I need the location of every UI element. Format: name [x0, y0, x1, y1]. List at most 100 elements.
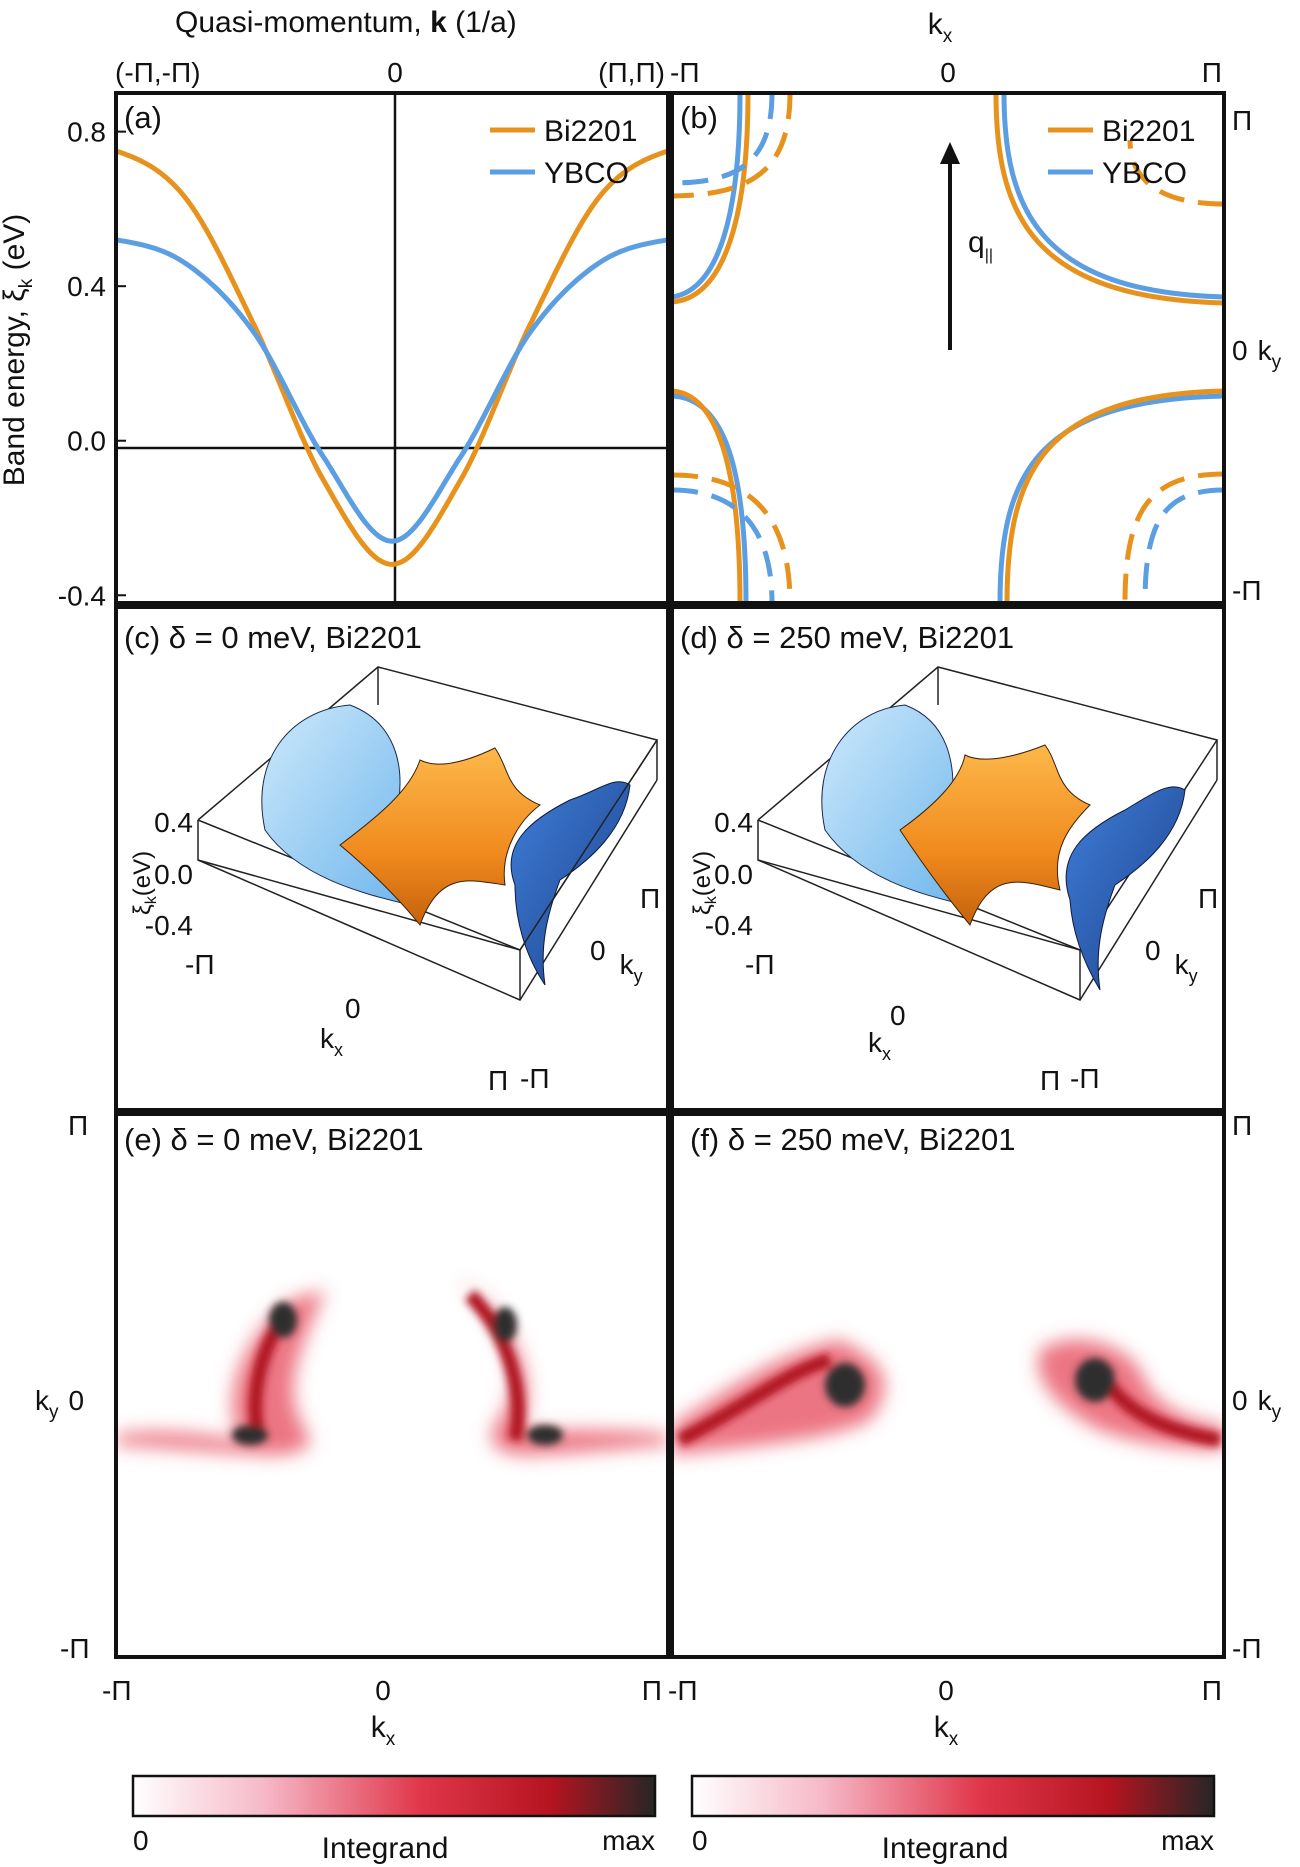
z-tick-c-0: 0.4	[154, 807, 193, 838]
kx-label-d: kx	[868, 1027, 891, 1064]
fs-bi-corner-tr	[1127, 139, 1224, 207]
band-curves-a	[116, 148, 668, 567]
colorbar-left: 0 Integrand max	[131, 1774, 657, 1865]
fs-bi-corner-br	[1122, 471, 1224, 603]
q-arrow-head	[940, 142, 960, 164]
z-tick-c-1: 0.0	[154, 859, 193, 890]
top-axis-title: Quasi-momentum, k (1/a)	[175, 6, 517, 39]
fs-bi-tl	[672, 93, 751, 305]
right-tick-b-minus-pi: -Π	[1232, 575, 1262, 606]
integrand-map-e	[116, 1280, 668, 1455]
top-tick-b-right: Π	[1202, 57, 1222, 88]
right-tick-f-zero: 0 ky	[1232, 1385, 1282, 1423]
z-label-d: ξk(eV)	[689, 851, 720, 915]
bottom-tick-e-right: Π	[642, 1675, 662, 1706]
right-tick-f-pi: Π	[1232, 1110, 1252, 1141]
surface-dark-blue-c	[510, 781, 631, 986]
colorbar-right: 0 Integrand max	[690, 1774, 1216, 1865]
panel-f: (f) δ = 250 meV, Bi2201	[672, 1122, 1224, 1455]
fs-bi-tr	[993, 93, 1224, 306]
colorbar-right-min: 0	[692, 1825, 708, 1856]
right-tick-f-minus-pi: -Π	[1232, 1633, 1262, 1664]
y-tick-a-0: 0.8	[67, 117, 106, 148]
bottom-tick-f-zero: 0	[938, 1675, 954, 1706]
z-tick-c-2: -0.4	[145, 910, 193, 941]
ky-tick-c-2: -Π	[520, 1063, 550, 1094]
y-tick-a-3: -0.4	[58, 580, 106, 611]
band-curve-bi2201	[116, 148, 668, 567]
top-tick-b-left: -Π	[670, 57, 700, 88]
fs-bi-corner-tl	[672, 93, 793, 199]
colorbar-right-title: Integrand	[882, 1832, 1009, 1865]
frame-c	[114, 605, 670, 1112]
box-front-c	[519, 739, 658, 951]
y-axis-label-a: Band energy, ξk (eV)	[0, 214, 37, 487]
fs-ybco-corner-tl	[672, 93, 775, 186]
fs-ybco-br	[997, 393, 1224, 603]
z-tick-d-2: -0.4	[705, 910, 753, 941]
bottom-tick-e-zero: 0	[375, 1675, 391, 1706]
bottom-kx-label-e: kx	[371, 1711, 396, 1750]
ky-tick-d-1: 0 ky	[1145, 935, 1198, 986]
panel-label-b: (b)	[680, 100, 718, 135]
panel-frames	[114, 91, 1226, 1659]
band-curve-ybco	[116, 237, 668, 544]
fs-bi-br	[1004, 388, 1224, 603]
legend-label-ybco-a: YBCO	[544, 157, 629, 190]
frame-f	[670, 1112, 1226, 1659]
kx-tick-c-0: -Π	[185, 949, 215, 980]
panel-label-d: (d) δ = 250 meV, Bi2201	[680, 620, 1014, 655]
panel-b: q|| (b) Bi2201 YBCO Π 0 ky -Π	[672, 93, 1282, 606]
left-tick-e-pi: Π	[68, 1110, 88, 1141]
kx-tick-c-1: 0	[345, 993, 361, 1024]
bottom-kx-label-f: kx	[934, 1711, 959, 1750]
panel-label-c: (c) δ = 0 meV, Bi2201	[124, 620, 422, 655]
y-tick-a-1: 0.4	[67, 271, 106, 302]
y-ticks-a: 0.8 0.4 0.0 -0.4	[58, 117, 126, 611]
right-tick-b-zero: 0 ky	[1232, 335, 1282, 373]
left-tick-e-minus-pi: -Π	[60, 1633, 90, 1664]
top-tick-a-zero: 0	[387, 57, 403, 88]
surface-orange-d	[899, 744, 1091, 926]
panel-a: Band energy, ξk (eV) 0.8 0.4 0.0 -0.4 (a) B…	[0, 93, 668, 611]
q-arrow-label: q||	[968, 226, 993, 264]
z-tick-d-0: 0.4	[714, 807, 753, 838]
ky-tick-c-1: 0 ky	[590, 935, 643, 986]
frame-e	[114, 1112, 670, 1659]
fs-bi-corner-bl	[672, 472, 793, 603]
frame-d	[670, 605, 1226, 1112]
colorbar-left-max: max	[602, 1825, 655, 1856]
integrand-map-f	[672, 1339, 1224, 1455]
bottom-tick-e-left: -Π	[102, 1675, 132, 1706]
panel-d: (d) δ = 250 meV, Bi2201 0.4 0.0 -0.4 ξk(…	[680, 620, 1218, 1096]
kx-tick-d-2: Π	[1040, 1065, 1060, 1096]
bottom-tick-f-left: -Π	[668, 1675, 698, 1706]
right-tick-b-pi: Π	[1232, 105, 1252, 136]
fs-ybco-corner-bl	[672, 487, 775, 603]
fs-bi-bl	[672, 388, 743, 603]
ky-tick-d-2: -Π	[1070, 1063, 1100, 1094]
top-kx-label: kx	[928, 8, 953, 47]
frame-b	[670, 91, 1226, 605]
left-tick-e-zero: ky 0	[35, 1385, 84, 1423]
fs-ybco-corner-br	[1142, 487, 1224, 603]
fs-ybco-tl	[672, 93, 743, 300]
fs-ybco-tr	[1001, 93, 1224, 300]
kx-label-c: kx	[320, 1023, 343, 1060]
panel-c: (c) δ = 0 meV, Bi2201 0.4 0.0 -0.4 ξk(eV…	[124, 620, 660, 1096]
colorbar-left-min: 0	[133, 1825, 149, 1856]
fs-ybco-bl	[672, 393, 749, 603]
colorbar-left-title: Integrand	[322, 1832, 449, 1865]
colorbar-right-max: max	[1161, 1825, 1214, 1856]
ky-tick-c-0: Π	[640, 883, 660, 914]
surface-dark-blue-d	[1065, 786, 1186, 991]
frame-a	[114, 91, 670, 605]
surface-orange-c	[339, 747, 541, 927]
kx-tick-d-0: -Π	[745, 949, 775, 980]
top-tick-a-right: (Π,Π)	[598, 57, 665, 88]
panel-label-a: (a)	[124, 100, 162, 135]
z-label-c: ξk(eV)	[129, 851, 160, 915]
kx-tick-d-1: 0	[890, 1000, 906, 1031]
fermi-surface-b	[672, 93, 1224, 603]
